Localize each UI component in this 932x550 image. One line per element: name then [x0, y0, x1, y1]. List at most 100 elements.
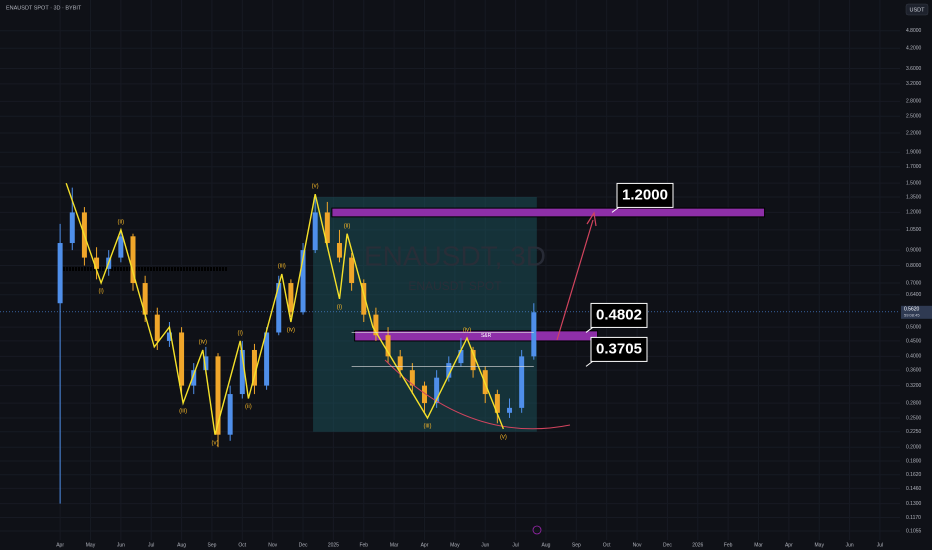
x-tick-label: Feb — [724, 542, 733, 548]
wave-line — [65, 182, 505, 435]
x-tick-label: 2025 — [328, 542, 339, 548]
wave-label: (iv) — [199, 340, 207, 346]
wave-label: (i) — [238, 331, 243, 337]
wave-label: (iv) — [287, 328, 295, 334]
y-tick-label: 0.9000 — [906, 247, 922, 253]
y-tick-label: 0.8000 — [906, 263, 922, 269]
x-tick-label: Apr — [785, 542, 793, 548]
y-tick-label: 0.1620 — [906, 472, 922, 478]
candle-body — [227, 394, 233, 435]
candle-body — [154, 314, 160, 341]
x-tick-label: Jun — [846, 542, 854, 548]
x-tick-label: May — [86, 542, 96, 548]
candle-body — [470, 349, 476, 371]
candle-body — [397, 356, 403, 371]
x-tick-label: Aug — [177, 542, 186, 548]
x-tick-label: Mar — [754, 542, 763, 548]
y-tick-label: 0.2250 — [906, 429, 922, 435]
x-tick-label: Apr — [56, 542, 64, 548]
callout-label: 1.2000 — [622, 186, 668, 203]
x-tick-label: 2026 — [692, 542, 703, 548]
candle-body — [434, 377, 440, 404]
candle-body — [142, 283, 148, 315]
drawings-front: (i) (ii) (iii) (iv) (v) (i) (ii) (iii) (iv) (v) (i… — [65, 182, 674, 446]
candle-body — [531, 312, 537, 357]
x-tick-label: Jun — [117, 542, 125, 548]
x-tick-label: Dec — [663, 542, 672, 548]
y-tick-label: 3.2000 — [906, 81, 922, 87]
y-tick-label: 1.9000 — [906, 150, 922, 156]
zone — [354, 330, 599, 342]
chart-title: ENAUSDT SPOT · 3D · BYBIT — [6, 5, 82, 11]
candle-body — [507, 407, 513, 413]
y-tick-label: 0.2500 — [906, 415, 922, 421]
candle-body — [191, 370, 197, 386]
y-tick-label: 0.1170 — [906, 515, 921, 521]
x-tick-label: Jul — [877, 542, 883, 548]
y-tick-label: 1.2000 — [906, 210, 922, 216]
callout-label: 0.4802 — [596, 306, 642, 323]
y-tick-label: 0.2800 — [906, 400, 922, 406]
y-tick-label: 1.7000 — [906, 164, 922, 170]
wave-label: (v) — [211, 440, 218, 446]
x-tick-label: Nov — [268, 542, 277, 548]
y-tick-label: 2.5000 — [906, 114, 922, 120]
candle-body — [349, 257, 355, 284]
candle-body — [69, 212, 75, 244]
candle-body — [336, 243, 342, 258]
currency: USDT — [910, 7, 926, 13]
candle-body — [312, 212, 318, 251]
y-tick-label: 0.1055 — [906, 528, 922, 534]
candle-body — [361, 283, 367, 315]
y-tick-label: 0.1800 — [906, 458, 922, 464]
x-tick-label: Apr — [421, 542, 429, 548]
x-tick-label: Jul — [148, 542, 154, 548]
grid — [0, 0, 900, 540]
y-tick-label: 0.4500 — [906, 338, 922, 344]
watermark-sub: ENAUSDT SPOT — [408, 279, 502, 293]
callout-box — [590, 336, 648, 362]
candle-body — [215, 356, 221, 435]
wave-label: (iii) — [278, 264, 286, 270]
event-icon — [532, 525, 542, 535]
candle-body — [166, 332, 172, 341]
target-arrow — [556, 219, 594, 341]
candle-body — [458, 349, 464, 364]
callout-box — [590, 302, 648, 328]
y-tick-label: 1.0500 — [906, 227, 922, 233]
wave-label: (v) — [500, 434, 507, 440]
arrow-head — [586, 211, 597, 227]
y-tick-label: 0.1300 — [906, 501, 922, 507]
x-tick-label: Dec — [299, 542, 308, 548]
candle-body — [264, 332, 270, 386]
candle-body — [130, 236, 136, 284]
y-tick-label: 0.4000 — [906, 354, 922, 360]
x-tick-label: Nov — [633, 542, 642, 548]
wave-label: (ii) — [344, 223, 351, 229]
candle-body — [324, 212, 330, 244]
y-tick-label: 2.8000 — [906, 99, 922, 105]
wave-label: (i) — [98, 289, 103, 295]
candle-body — [519, 356, 525, 408]
currency-badge — [905, 3, 929, 16]
candle-body — [251, 349, 257, 386]
candle-body — [94, 257, 100, 269]
candle-body — [239, 349, 245, 395]
x-tick-label: Jul — [512, 542, 518, 548]
y-tick-label: 1.5000 — [906, 181, 922, 187]
price-badge-label: 0.5620 — [904, 307, 920, 313]
countdown: 59:08:45 — [904, 312, 920, 317]
y-tick-label: 2.2000 — [906, 130, 922, 136]
x-tick-label: Mar — [390, 542, 399, 548]
watermark: ENAUSDT, 3D — [364, 240, 546, 271]
candle-body — [203, 356, 209, 371]
y-tick-label: 0.3600 — [906, 368, 922, 374]
x-tick-label: Feb — [359, 542, 368, 548]
y-tick-label: 4.2000 — [906, 46, 922, 52]
candle-body — [421, 385, 427, 404]
x-tick-label: Aug — [541, 542, 550, 548]
candle-body — [385, 335, 391, 357]
